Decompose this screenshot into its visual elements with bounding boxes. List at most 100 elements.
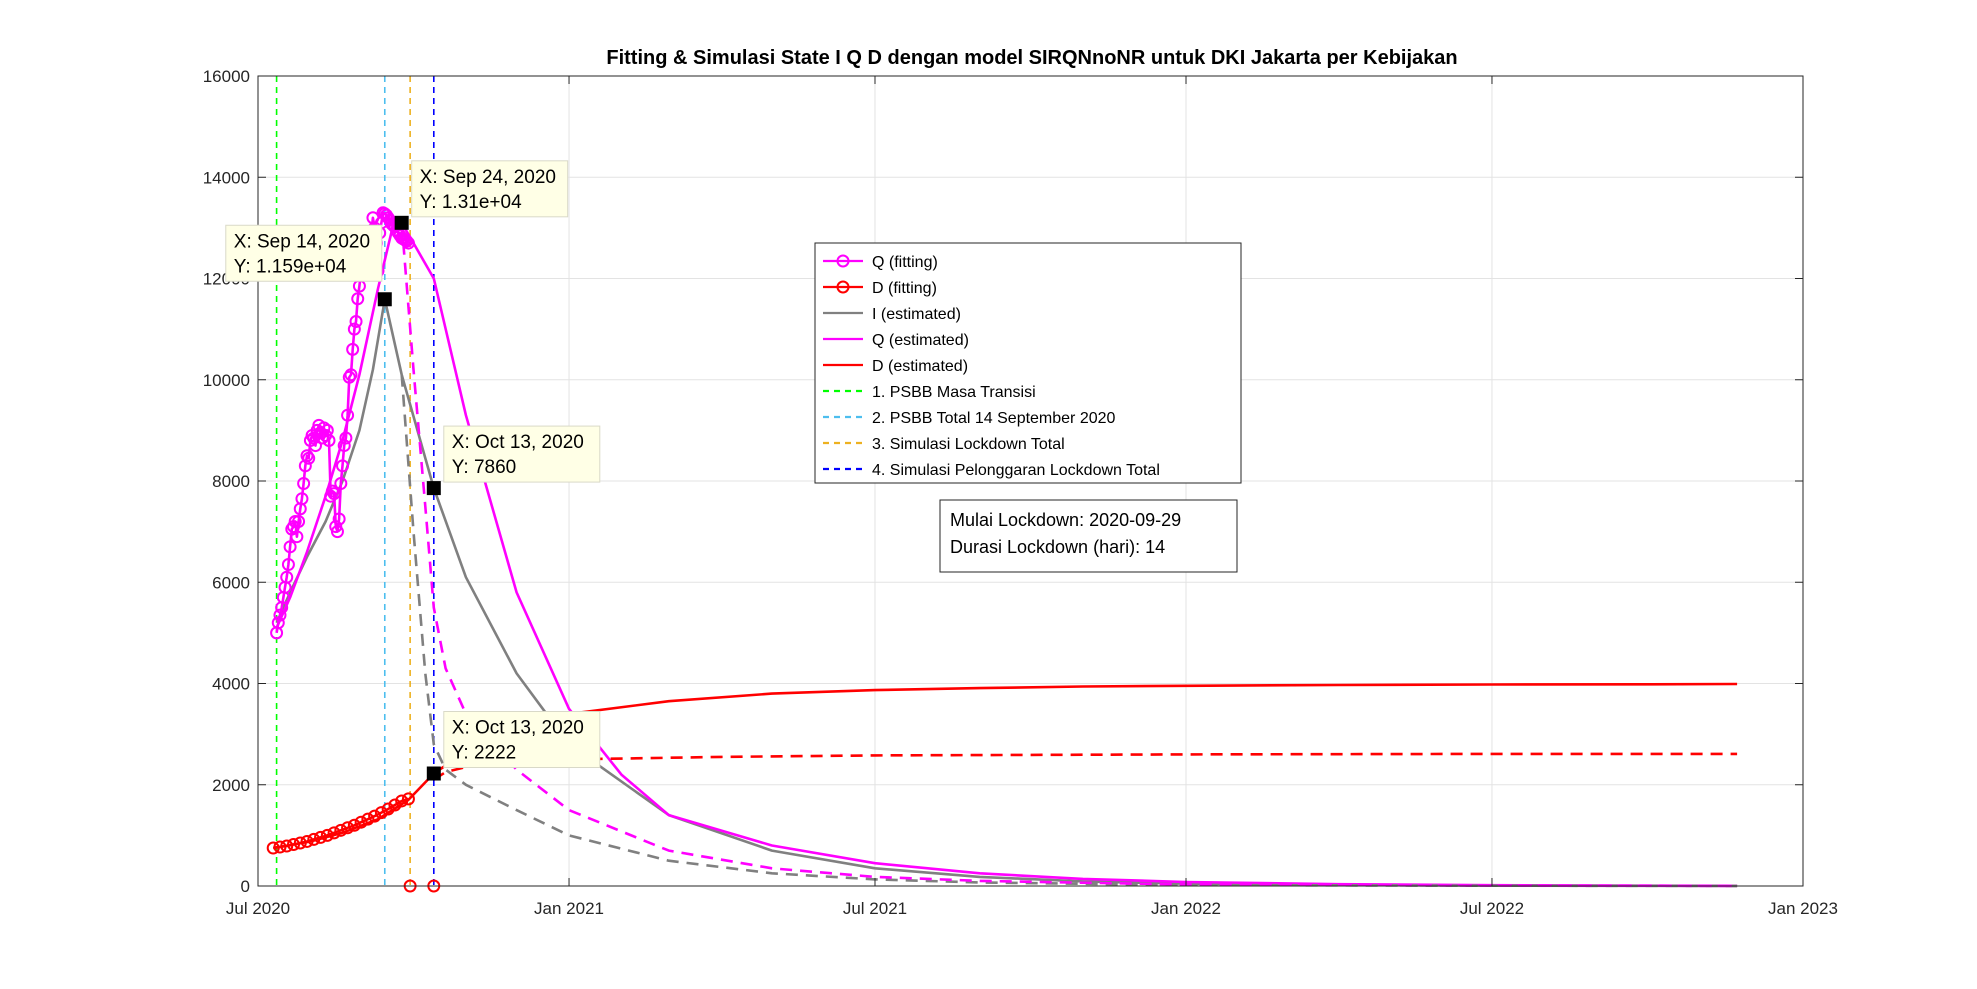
data-point-marker [330,525,344,539]
data-point-marker [347,818,361,832]
data-point-marker [341,821,355,835]
data-point-marker [344,368,358,382]
data-point-marker [286,837,300,851]
datatip-marker [426,481,441,496]
legend-entry-label: 4. Simulasi Pelonggaran Lockdown Total [872,462,1160,479]
data-point-marker [273,608,287,622]
legend: Q (fitting) D (fitting) I (estimated) Q (es… [814,242,1242,484]
data-point-marker [300,834,314,848]
series-line [400,374,1738,888]
data-point-marker [336,459,350,473]
lockdown-info-box: Mulai Lockdown: 2020-09-29 Durasi Lockdow… [939,499,1238,573]
data-point-marker [317,421,331,435]
info-line: Durasi Lockdown (hari): 14 [950,537,1165,557]
data-point-marker [388,798,402,812]
y-tick-label: 8000 [212,472,250,491]
data-point-marker [297,477,311,491]
data-point-marker [400,234,414,248]
legend-entry-label: D (estimated) [872,358,968,375]
data-point-marker [334,477,348,491]
data-point-marker [337,439,351,453]
data-point-marker [327,487,341,501]
datatip-x-text: X: Oct 13, 2020 [452,432,584,453]
legend-entry-label: 1. PSBB Masa Transisi [872,384,1036,401]
datatips: X: Sep 14, 2020 Y: 1.159e+04 X: Sep 24, 20… [225,160,601,781]
data-point-marker [271,616,285,630]
data-point-marker [273,840,287,854]
data-point-marker [401,236,415,250]
data-series [266,206,1738,893]
legend-entry-label: Q (fitting) [872,254,938,271]
y-tick-label: 0 [241,877,250,896]
datatip-marker [426,766,441,781]
y-tick-label: 6000 [212,573,250,592]
data-point-marker [281,558,295,572]
tick-labels: 0200040006000800010000120001400016000Jul… [203,67,1838,918]
data-point-marker [280,839,294,853]
info-box [939,499,1238,573]
data-point-marker [349,315,363,329]
data-point-marker [283,540,297,554]
data-point-marker [354,815,368,829]
data-point-marker [280,570,294,584]
legend-entry-label: 3. Simulasi Lockdown Total [872,436,1065,453]
legend-marker-sample [836,254,850,268]
datatip-box [411,160,569,218]
x-tick-label: Jan 2023 [1768,899,1838,918]
datatip-marker [377,292,392,307]
y-tick-label: 4000 [212,675,250,694]
x-tick-label: Jul 2021 [843,899,907,918]
y-tick-label: 10000 [203,371,250,390]
x-tick-label: Jul 2022 [1460,899,1524,918]
data-point-marker [302,451,316,465]
data-point-marker [368,809,382,823]
datatip-x-text: X: Sep 14, 2020 [234,231,370,252]
data-point-marker [351,292,365,306]
datatip-y-text: Y: 1.31e+04 [420,192,522,213]
data-point-marker [314,830,328,844]
data-point-marker [320,828,334,842]
y-tick-label: 2000 [212,776,250,795]
x-tick-label: Jul 2020 [226,899,290,918]
datatip-box [443,425,601,483]
legend-entry-label: Q (estimated) [872,332,969,349]
legend-entry-label: I (estimated) [872,306,961,323]
data-point-marker [266,841,280,855]
legend-entry-label: 2. PSBB Total 14 September 2020 [872,410,1116,427]
data-point-marker [401,792,415,806]
info-line: Mulai Lockdown: 2020-09-29 [950,510,1181,530]
data-point-marker [374,806,388,820]
data-point-marker [327,826,341,840]
chart-title: Fitting & Simulasi State I Q D dengan mo… [606,47,1457,69]
axes [257,75,1804,887]
data-point-marker [334,823,348,837]
data-point-marker [339,431,353,445]
data-point-marker [341,408,355,422]
legend-entry-label: D (fitting) [872,280,937,297]
datatip-x-text: X: Oct 13, 2020 [452,718,584,739]
data-point-marker [322,434,336,447]
legend-box [814,242,1242,484]
legend-marker-sample [836,280,850,294]
datatip-marker [394,215,409,230]
data-point-marker [361,812,375,826]
data-point-marker [395,794,409,808]
x-tick-label: Jan 2021 [534,899,604,918]
data-point-marker [292,515,306,528]
series-line [433,752,1738,781]
data-point-marker [346,342,360,356]
y-tick-label: 14000 [203,168,250,187]
data-point-marker [347,322,361,336]
data-point-marker [308,439,322,453]
datatip-box [443,711,601,769]
y-tick-label: 16000 [203,67,250,86]
x-tick-label: Jan 2022 [1151,899,1221,918]
datatip-y-text: Y: 1.159e+04 [234,256,347,277]
data-point-marker [290,530,304,544]
data-point-marker [295,492,309,506]
data-point-marker [293,836,307,850]
datatip-box [225,224,383,282]
datatip-y-text: Y: 2222 [452,743,516,764]
datatip-y-text: Y: 7860 [452,457,516,478]
